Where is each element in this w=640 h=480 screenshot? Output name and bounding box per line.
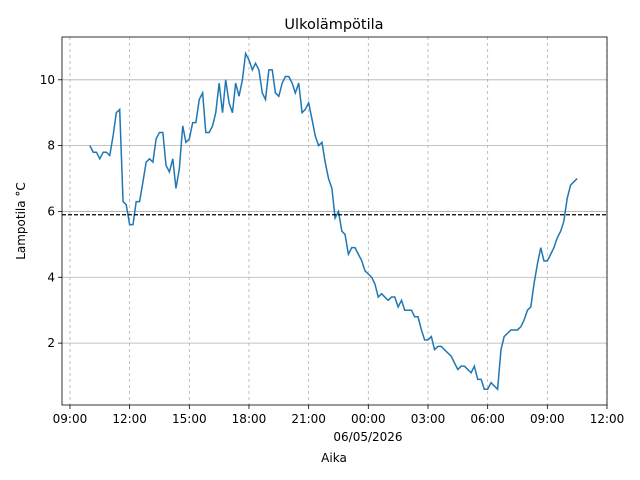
y-tick-label: 8 [47, 139, 55, 153]
x-tick-label: 09:00 [530, 412, 565, 426]
x-axis-label: Aika [321, 451, 347, 465]
y-tick-label: 10 [40, 73, 55, 87]
x-tick-label: 03:00 [411, 412, 446, 426]
x-tick-label: 15:00 [172, 412, 207, 426]
y-tick-label: 6 [47, 204, 55, 218]
x-offset-label: 06/05/2026 [333, 430, 402, 444]
plot-frame [61, 36, 608, 406]
x-tick-label: 00:00 [351, 412, 386, 426]
chart-title: Ulkolämpötila [284, 17, 383, 33]
x-tick-label: 21:00 [291, 412, 326, 426]
x-tick-label: 09:00 [53, 412, 88, 426]
data-line [89, 50, 578, 391]
x-tick-label: 06:00 [470, 412, 505, 426]
y-axis-label: Lampotila °C [14, 182, 28, 260]
x-tick-label: 12:00 [112, 412, 147, 426]
x-tick-label: 18:00 [232, 412, 267, 426]
y-tick-label: 2 [47, 336, 55, 350]
x-tick-label: 12:00 [590, 412, 625, 426]
y-tick-label: 4 [47, 270, 55, 284]
